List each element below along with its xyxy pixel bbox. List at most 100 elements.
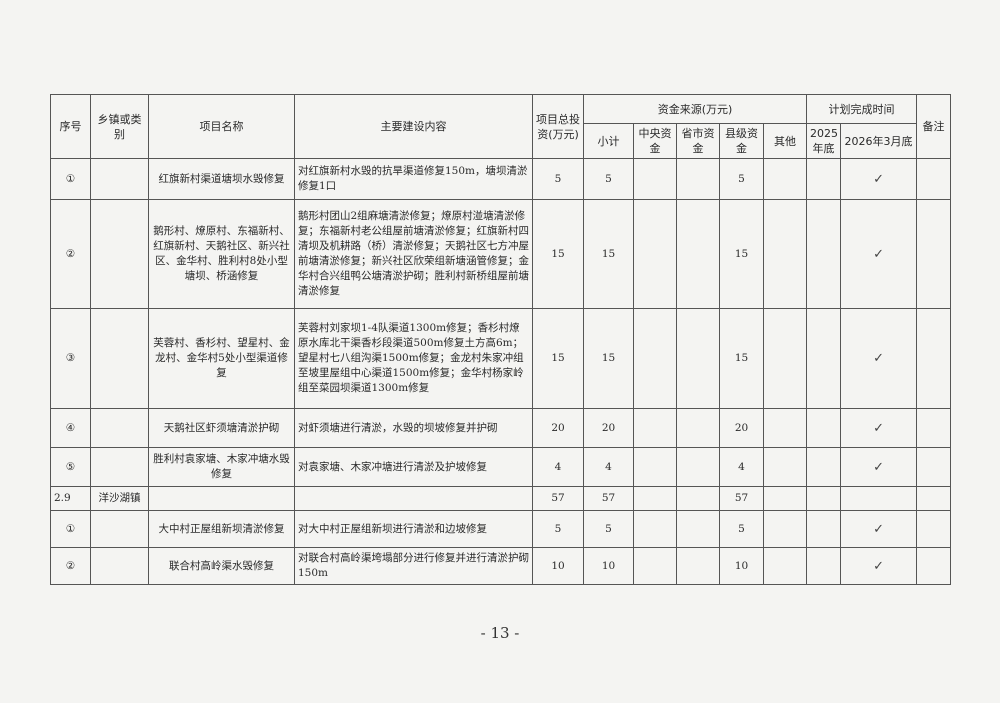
cell-name: 红旗新村渠道塘坝水毁修复 (148, 158, 295, 200)
cell-y2025 (806, 158, 842, 200)
cell-remark (916, 158, 952, 200)
cell-seq: ③ (50, 308, 91, 409)
cell-province (676, 547, 720, 585)
cell-total: 15 (532, 308, 584, 409)
header-seq: 序号 (50, 94, 91, 159)
cell-seq: ② (50, 547, 91, 585)
cell-central (633, 486, 677, 511)
cell-total: 5 (532, 158, 584, 200)
header-total: 项目总投资(万元) (532, 94, 584, 159)
cell-remark (916, 510, 952, 548)
header-subtotal: 小计 (583, 123, 634, 159)
cell-remark (916, 486, 952, 511)
header-content: 主要建设内容 (294, 94, 533, 159)
page-number: - 13 - (480, 624, 520, 642)
cell-total: 15 (532, 199, 584, 309)
cell-province (676, 308, 720, 409)
cell-y2026 (840, 486, 918, 511)
cell-y2026: ✓ (840, 447, 918, 487)
cell-y2026: ✓ (840, 547, 918, 585)
cell-total: 20 (532, 408, 584, 448)
cell-town (90, 408, 149, 448)
header-other: 其他 (762, 123, 808, 159)
cell-seq: ④ (50, 408, 91, 448)
cell-other (762, 547, 808, 585)
cell-y2025 (806, 447, 842, 487)
cell-name: 大中村正屋组新坝清淤修复 (148, 510, 295, 548)
cell-other (762, 199, 808, 309)
cell-town (90, 308, 149, 409)
cell-y2025 (806, 510, 842, 548)
table-row: ④ 天鹅社区虾须塘清淤护砌 对虾须塘进行清淤，水毁的坝坡修复并护砌 20 20 20 ✓ (50, 408, 952, 448)
cell-seq: ① (50, 158, 91, 200)
cell-content: 对大中村正屋组新坝进行清淤和边坡修复 (294, 510, 533, 548)
cell-central (633, 510, 677, 548)
cell-y2025 (806, 308, 842, 409)
cell-name: 天鹅社区虾须塘清淤护砌 (148, 408, 295, 448)
cell-town (90, 547, 149, 585)
cell-county: 15 (719, 308, 764, 409)
cell-seq: ⑤ (50, 447, 91, 487)
cell-other (762, 408, 808, 448)
cell-province (676, 510, 720, 548)
table-row: ② 鹅形村、燎原村、东福新村、红旗新村、天鹅社区、新兴社区、金华村、胜利村8处小型… (50, 199, 952, 309)
header-plan: 计划完成时间 (806, 94, 918, 124)
cell-content: 对红旗新村水毁的抗旱渠道修复150m，塘坝清淤修复1口 (294, 158, 533, 200)
cell-province (676, 158, 720, 200)
cell-central (633, 408, 677, 448)
cell-seq: ① (50, 510, 91, 548)
table-row: 2.9 洋沙湖镇 57 57 57 (50, 486, 952, 511)
cell-county: 4 (719, 447, 764, 487)
header-province: 省市资金 (676, 123, 720, 159)
cell-y2026: ✓ (840, 199, 918, 309)
cell-central (633, 308, 677, 409)
cell-total: 4 (532, 447, 584, 487)
cell-content: 对虾须塘进行清淤，水毁的坝坡修复并护砌 (294, 408, 533, 448)
cell-name: 鹅形村、燎原村、东福新村、红旗新村、天鹅社区、新兴社区、金华村、胜利村8处小型塘… (148, 199, 295, 309)
cell-y2026: ✓ (840, 510, 918, 548)
cell-y2025 (806, 547, 842, 585)
cell-central (633, 199, 677, 309)
cell-county: 5 (719, 158, 764, 200)
cell-province (676, 486, 720, 511)
cell-other (762, 158, 808, 200)
cell-subtotal: 5 (583, 510, 634, 548)
cell-other (762, 308, 808, 409)
cell-province (676, 408, 720, 448)
cell-y2026: ✓ (840, 408, 918, 448)
cell-name: 芙蓉村、香杉村、望星村、金龙村、金华村5处小型渠道修复 (148, 308, 295, 409)
cell-other (762, 486, 808, 511)
cell-remark (916, 547, 952, 585)
cell-central (633, 447, 677, 487)
cell-subtotal: 10 (583, 547, 634, 585)
cell-central (633, 158, 677, 200)
cell-town (90, 199, 149, 309)
cell-other (762, 510, 808, 548)
cell-county: 5 (719, 510, 764, 548)
cell-subtotal: 20 (583, 408, 634, 448)
table-row: ③ 芙蓉村、香杉村、望星村、金龙村、金华村5处小型渠道修复 芙蓉村刘家坝1-4队渠道… (50, 308, 952, 409)
cell-county: 10 (719, 547, 764, 585)
header-2026: 2026年3月底 (840, 123, 918, 159)
cell-remark (916, 408, 952, 448)
cell-y2025 (806, 408, 842, 448)
cell-remark (916, 447, 952, 487)
cell-subtotal: 15 (583, 199, 634, 309)
cell-remark (916, 199, 952, 309)
cell-content: 鹅形村团山2组麻塘清淤修复；燎原村湴塘清淤修复；东福新村老公组屋前塘清淤修复；红… (294, 199, 533, 309)
cell-county: 20 (719, 408, 764, 448)
cell-town (90, 158, 149, 200)
header-remark: 备注 (916, 94, 952, 159)
cell-content: 对袁家塘、木家冲塘进行清淤及护坡修复 (294, 447, 533, 487)
cell-subtotal: 57 (583, 486, 634, 511)
cell-province (676, 447, 720, 487)
project-table: 序号 乡镇或类别 项目名称 主要建设内容 项目总投资(万元) 资金来源(万元) … (50, 94, 952, 585)
cell-subtotal: 15 (583, 308, 634, 409)
cell-other (762, 447, 808, 487)
cell-content (294, 486, 533, 511)
cell-content: 对联合村高岭渠垮塌部分进行修复并进行清淤护砌150m (294, 547, 533, 585)
table-row: ① 大中村正屋组新坝清淤修复 对大中村正屋组新坝进行清淤和边坡修复 5 5 5 ✓ (50, 510, 952, 548)
cell-name: 胜利村袁家塘、木家冲塘水毁修复 (148, 447, 295, 487)
cell-total: 5 (532, 510, 584, 548)
cell-county: 57 (719, 486, 764, 511)
